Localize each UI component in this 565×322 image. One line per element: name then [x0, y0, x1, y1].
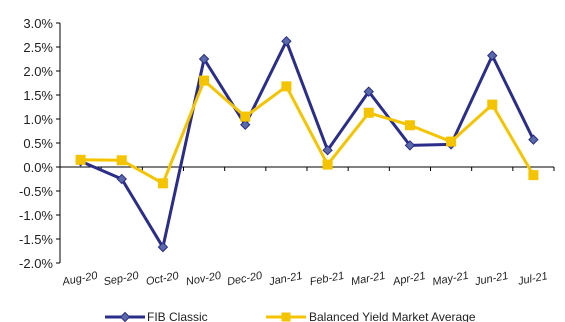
y-axis-ticks: 3.0% 2.5% 2.0% 1.5% 1.0% 0.5% 0.0% -0.5% -1.0% -1… [19, 16, 60, 271]
data-point [157, 241, 169, 253]
data-point [75, 154, 86, 165]
data-point [363, 86, 374, 97]
x-tick-label: Jun-21 [473, 270, 509, 288]
data-point [281, 36, 292, 47]
data-point [528, 170, 539, 181]
legend-marker [119, 311, 131, 322]
y-tick-label: -2.0% [19, 256, 53, 271]
x-tick-label: Apr-21 [391, 270, 426, 288]
y-tick-label: 1.0% [23, 112, 53, 127]
data-point [528, 134, 539, 145]
legend-item: Balanced Yield Market Average [266, 310, 476, 322]
y-tick-label: 1.5% [23, 88, 53, 103]
x-axis-ticks: Aug-20 Sep-20 Oct-20 Nov-20 Dec-20 Jan-21 Feb-… [59, 167, 555, 289]
data-point [487, 99, 498, 110]
data-point [322, 144, 333, 156]
data-point [363, 107, 374, 118]
series-line-1 [80, 79, 535, 185]
axes [59, 23, 554, 263]
data-point [199, 75, 210, 86]
data-point [487, 50, 498, 61]
legend-marker [281, 312, 291, 322]
legend: FIB Classic Balanced Yield Market Average [105, 310, 476, 322]
x-tick-label: Mar-21 [350, 270, 386, 288]
series-line-0 [80, 39, 535, 249]
y-tick-label: 3.0% [23, 16, 53, 31]
y-tick-label: 0.5% [23, 136, 53, 151]
data-point [446, 136, 457, 147]
legend-label: Balanced Yield Market Average [309, 310, 476, 322]
x-tick-label: Jul-21 [516, 270, 549, 288]
data-point [240, 119, 251, 130]
x-tick-label: Sep-20 [103, 270, 141, 289]
x-tick-label: Feb-21 [309, 270, 346, 288]
data-point [404, 120, 415, 131]
y-tick-label: 0.0% [23, 160, 53, 175]
x-tick-label: Nov-20 [185, 270, 223, 289]
y-tick-label: -0.5% [19, 184, 53, 199]
data-point [281, 81, 292, 92]
x-tick-label: May-21 [431, 270, 469, 289]
data-point [198, 53, 210, 65]
x-tick-label: Dec-20 [226, 270, 264, 289]
y-tick-label: 2.0% [23, 64, 53, 79]
series-lines [75, 36, 539, 253]
data-point [322, 159, 333, 170]
legend-label: FIB Classic [147, 310, 208, 322]
x-tick-label: Aug-20 [60, 270, 99, 289]
data-point [116, 155, 127, 166]
y-tick-label: 2.5% [23, 40, 53, 55]
data-point [116, 173, 127, 185]
x-tick-label: Oct-20 [145, 270, 181, 288]
y-tick-label: -1.5% [19, 232, 53, 247]
data-point [404, 140, 416, 151]
data-point [240, 111, 251, 122]
x-tick-label: Jan-21 [267, 270, 303, 288]
y-tick-label: -1.0% [19, 208, 53, 223]
data-point [157, 178, 168, 189]
legend-item: FIB Classic [105, 310, 208, 322]
